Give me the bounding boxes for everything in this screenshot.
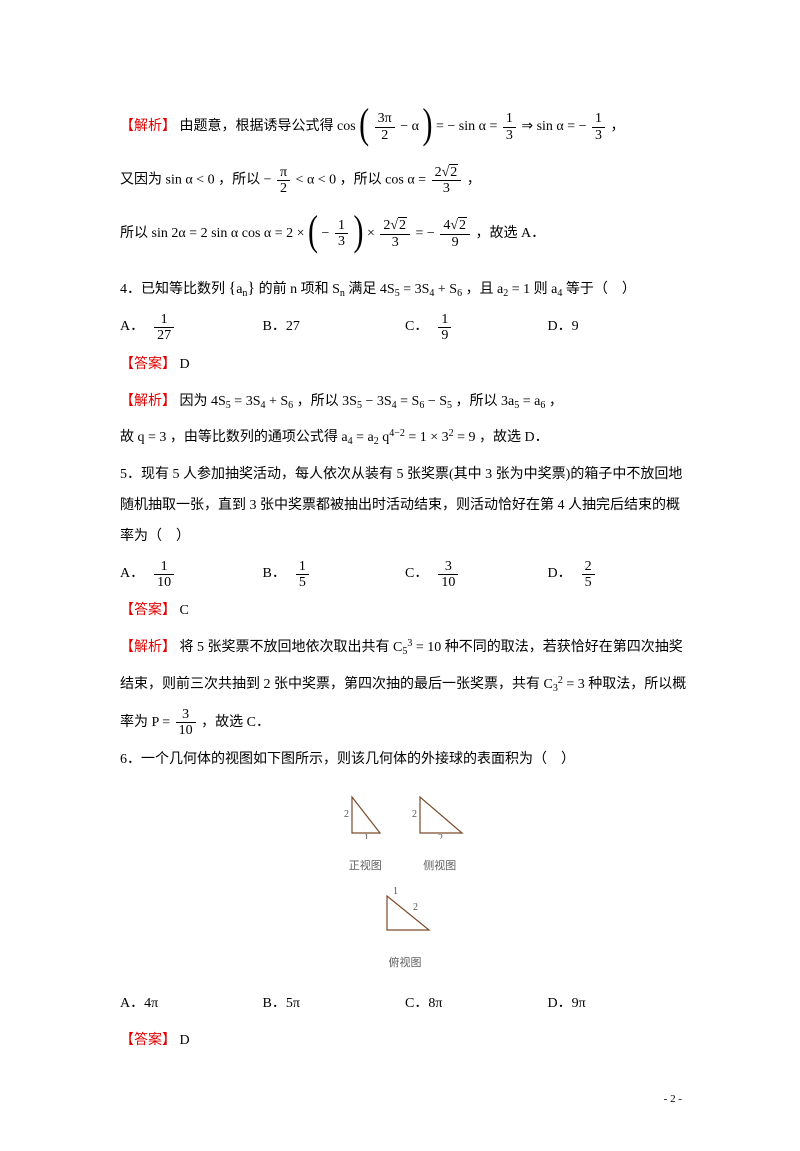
q3-analysis-line2: 又因为 sin α < 0 ，所以 − π2 < α < 0 ，所以 cos α… <box>120 164 690 197</box>
frac-pi-2: π2 <box>277 165 290 197</box>
q6-opt-b[interactable]: B．5π <box>263 989 406 1020</box>
q5-options: A． 110 B． 15 C． 310 D． 25 <box>120 559 690 591</box>
q6-stem: 6．一个几何体的视图如下图所示，则该几何体的外接球的表面积为（ ） <box>120 745 690 776</box>
q5-opt-b[interactable]: B． 15 <box>263 559 406 591</box>
frac-1-3b: 13 <box>592 111 605 143</box>
svg-text:2: 2 <box>438 833 443 839</box>
svg-text:2: 2 <box>344 809 349 820</box>
frac-2rt2-3: 2√2 3 <box>432 164 462 197</box>
q4-opt-c[interactable]: C． 19 <box>405 312 548 344</box>
page-number: - 2 - <box>120 1087 690 1111</box>
q4-answer: 【答案】 D <box>120 350 690 381</box>
q6-options: A．4π B．5π C．8π D．9π <box>120 989 690 1020</box>
q4-options: A． 127 B．27 C． 19 D．9 <box>120 312 690 344</box>
paren-right: ) <box>422 79 432 171</box>
q4-opt-a[interactable]: A． 127 <box>120 312 263 344</box>
frac-1-3c: 13 <box>335 218 348 250</box>
q4-opt-d[interactable]: D．9 <box>548 312 691 344</box>
q5-opt-a[interactable]: A． 110 <box>120 559 263 591</box>
q6-answer: 【答案】 D <box>120 1026 690 1057</box>
q4-analysis-line2: 故 q = 3 ，由等比数列的通项公式得 a4 = a2 q4−2 = 1 × … <box>120 423 690 454</box>
q5-analysis-line1: 【解析】 将 5 张奖票不放回地依次取出共有 C53 = 10 种不同的取法，若… <box>120 633 690 664</box>
q4-opt-b[interactable]: B．27 <box>263 312 406 344</box>
q5-analysis-line3: 率为 P = 310 ，故选 C． <box>120 707 690 739</box>
frac-2rt2-3b: 2√2 3 <box>380 217 410 250</box>
q3-analysis-line1: 【解析】 由题意，根据诱导公式得 cos ( 3π2 − α ) = − sin… <box>120 96 690 158</box>
svg-text:2: 2 <box>412 809 417 820</box>
q6-opt-a[interactable]: A．4π <box>120 989 263 1020</box>
q5-opt-c[interactable]: C． 310 <box>405 559 548 591</box>
q5-analysis-line2: 结束，则前三次共抽到 2 张中奖票，第四次抽的最后一张奖票，共有 C32 = 3… <box>120 670 690 701</box>
q3-analysis-line3: 所以 sin 2α = 2 sin α cos α = 2 × ( − 13 )… <box>120 203 690 265</box>
q5-stem: 5．现有 5 人参加抽奖活动，每人依次从装有 5 张奖票(其中 3 张为中奖票)… <box>120 460 690 552</box>
svg-text:1: 1 <box>364 833 369 839</box>
svg-text:2: 2 <box>413 902 418 913</box>
q6-opt-d[interactable]: D．9π <box>548 989 691 1020</box>
frac-4rt2-9: 4√2 9 <box>440 217 470 250</box>
q4-analysis-line1: 【解析】 因为 4S5 = 3S4 + S6 ，所以 3S5 − 3S4 = S… <box>120 387 690 418</box>
side-view: 2 2 侧视图 <box>410 789 470 878</box>
svg-text:1: 1 <box>393 886 398 897</box>
q6-figure: 2 1 正视图 2 2 侧视图 1 2 俯 <box>120 785 690 979</box>
frac-3pi-2: 3π2 <box>375 111 395 143</box>
q5-opt-d[interactable]: D． 25 <box>548 559 691 591</box>
paren-left: ( <box>359 79 369 171</box>
front-view: 2 1 正视图 <box>340 789 390 878</box>
top-view: 1 2 俯视图 <box>375 886 435 975</box>
q5-answer: 【答案】 C <box>120 596 690 627</box>
analysis-tag: 【解析】 <box>120 119 176 134</box>
frac-1-3a: 13 <box>503 111 516 143</box>
q4-stem: 4．已知等比数列 {an} 的前 n 项和 Sn 满足 4S5 = 3S4 + … <box>120 271 690 306</box>
q6-opt-c[interactable]: C．8π <box>405 989 548 1020</box>
